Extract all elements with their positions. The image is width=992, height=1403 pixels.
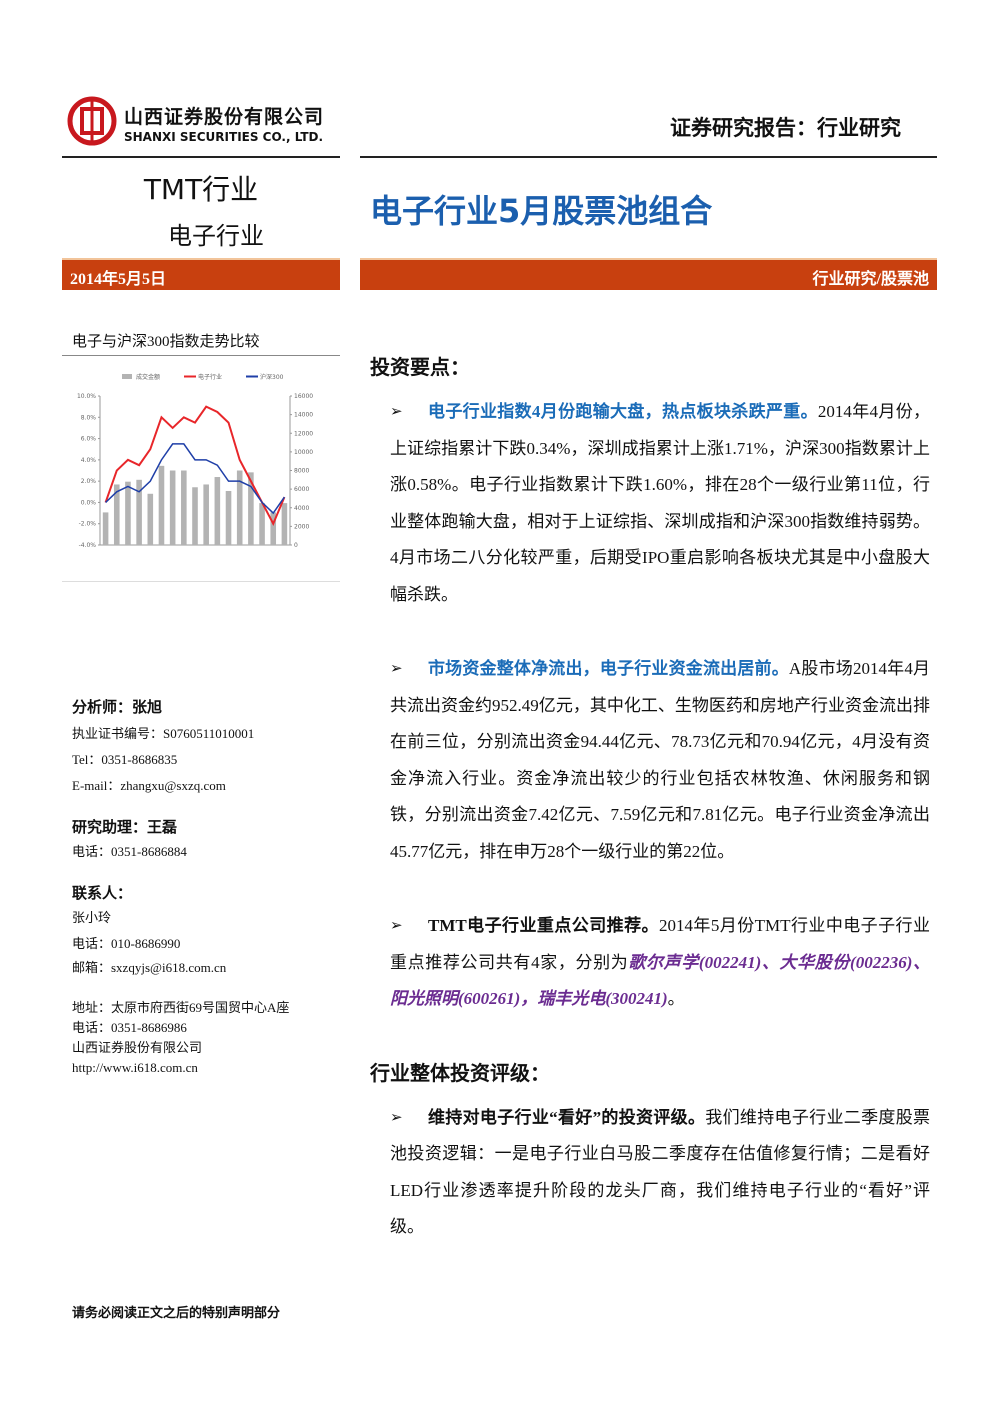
contact-name: 张小玲	[72, 910, 112, 925]
bar	[270, 512, 277, 545]
legend-label: 成交金额	[136, 373, 160, 381]
assistant-tel: 电话：0351-8686884	[72, 844, 187, 859]
bar	[281, 503, 288, 545]
chart-title: 电子与沪深300指数走势比较	[72, 334, 260, 350]
chart: -4.0% -2.0% 0.0% 2.0% 4.0% 6.0% 8.0% 10.0% 0 2000…	[77, 373, 313, 549]
bar	[248, 472, 254, 545]
y2-tick-label: 10000	[294, 449, 313, 456]
address-tel: 电话：0351-8686986	[72, 1020, 187, 1035]
y2-tick-label: 0	[294, 542, 298, 549]
paragraph: TMT电子行业重点公司推荐。2014年5月份TMT行业中电子子行业重点推荐公司共…	[390, 908, 930, 1018]
analyst: 分析师：张旭	[72, 700, 163, 716]
y-tick-label: -4.0%	[79, 542, 97, 549]
paragraph: 电子行业指数4月份跑输大盘，热点板块杀跌严重。2014年4月份，上证综指累计下跌…	[390, 394, 930, 613]
legend-label: 沪深300	[260, 373, 284, 381]
bar	[203, 484, 209, 545]
bar	[192, 487, 198, 545]
y-tick-label: 8.0%	[81, 414, 97, 421]
bar	[236, 470, 243, 545]
license: 执业证书编号：S0760511010001	[72, 726, 255, 741]
date: 2014年5月5日	[70, 271, 167, 288]
bar	[214, 477, 221, 545]
text: 2014年5月份TMT行业中电子子行业重点推荐公司共有4家，分别为	[390, 916, 930, 972]
rule	[360, 156, 937, 158]
y2-tick-label: 14000	[294, 412, 313, 419]
y2-tick-label: 6000	[294, 486, 309, 493]
y2-tick-label: 2000	[294, 523, 309, 530]
text: A股市场2014年4月共流出资金约952.49亿元，其中化工、生物医药和房地产行…	[390, 659, 931, 861]
text: 我们维持电子行业二季度股票池投资逻辑：一是电子行业白马股二季度存在估值修复行情；…	[390, 1107, 931, 1237]
title: 电子行业5月股票池组合	[370, 192, 713, 230]
bar	[136, 479, 142, 545]
email: E-mail：zhangxu@sxzq.com	[72, 778, 226, 793]
y2-tick-label: 4000	[294, 505, 309, 512]
paragraph: 维持对电子行业“看好”的投资评级。我们维持电子行业二季度股票池投资逻辑：一是电子…	[390, 1100, 930, 1246]
legend-swatch	[122, 374, 132, 379]
y-tick-label: 10.0%	[77, 393, 96, 400]
line	[105, 443, 286, 515]
bar	[158, 465, 165, 545]
contact-email: 邮箱：sxzqyjs@i618.com.cn	[72, 960, 227, 975]
address: 地址：太原市府西街69号国贸中心A座	[72, 1000, 290, 1015]
bar	[113, 484, 120, 545]
chart-frame	[62, 355, 340, 582]
date-band: 2014年5月5日	[62, 258, 340, 290]
tail: 。	[667, 989, 685, 1008]
bar	[225, 490, 232, 545]
y2-tick-label: 16000	[294, 393, 313, 400]
tag-band: 行业研究/股票池	[360, 258, 937, 290]
y-tick-label: -2.0%	[79, 521, 97, 528]
sector: TMT行业	[143, 173, 259, 206]
body: 投资要点： 电子行业指数4月份跑输大盘，热点板块杀跌严重。2014年4月份，上证综…	[370, 350, 930, 1284]
legend-label: 电子行业	[198, 373, 222, 381]
bar	[102, 512, 109, 545]
contact-tel: 电话：010-8686990	[72, 936, 181, 951]
rule	[62, 156, 340, 158]
tel: Tel：0351-8686835	[72, 752, 178, 767]
y2-tick-label: 8000	[294, 468, 309, 475]
lead: 电子行业指数4月份跑输大盘，热点板块杀跌严重。	[428, 402, 818, 421]
lead: 维持对电子行业“看好”的投资评级。	[428, 1107, 706, 1127]
contact-title: 联系人：	[72, 886, 133, 902]
sub-sector: 电子行业	[168, 222, 264, 250]
footer: 请务必阅读正文之后的特别声明部分	[72, 1305, 281, 1320]
company-cn: 山西证券股份有限公司	[124, 106, 325, 128]
y-tick-label: 6.0%	[81, 436, 97, 443]
report-type: 证券研究报告：行业研究	[670, 116, 901, 140]
lead: TMT电子行业重点公司推荐。	[428, 916, 659, 935]
section-heading: 行业整体投资评级：	[370, 1060, 550, 1085]
y-tick-label: 4.0%	[81, 457, 97, 464]
y-tick-label: 0.0%	[81, 499, 97, 506]
bar	[125, 481, 131, 545]
bar	[259, 503, 265, 545]
logo	[67, 96, 117, 146]
assistant: 研究助理：王磊	[72, 820, 178, 836]
line	[104, 405, 286, 527]
bar	[181, 470, 187, 545]
y2-tick-label: 12000	[294, 430, 313, 437]
highlight: 歌尔声学(002241)、大华股份(002236)、阳光照明(600261)，瑞…	[390, 952, 930, 1009]
bar	[147, 493, 154, 545]
company: 山西证券股份有限公司	[72, 1040, 203, 1055]
contacts: 分析师：张旭 执业证书编号：S0760511010001 Tel：0351-86…	[72, 698, 342, 1078]
website: http://www.i618.com.cn	[72, 1060, 198, 1075]
lead: 市场资金整体净流出，电子行业资金流出居前。	[428, 659, 789, 678]
text: 2014年4月份，上证综指累计下跌0.34%，深圳成指累计上涨1.71%，沪深3…	[390, 402, 931, 604]
y-tick-label: 2.0%	[81, 478, 97, 485]
paragraph: 市场资金整体净流出，电子行业资金流出居前。A股市场2014年4月共流出资金约95…	[390, 651, 930, 870]
section-heading: 投资要点：	[370, 355, 470, 379]
bar	[169, 470, 176, 545]
company-en: SHANXI SECURITIES CO., LTD.	[124, 130, 324, 144]
tag: 行业研究/股票池	[812, 271, 929, 288]
